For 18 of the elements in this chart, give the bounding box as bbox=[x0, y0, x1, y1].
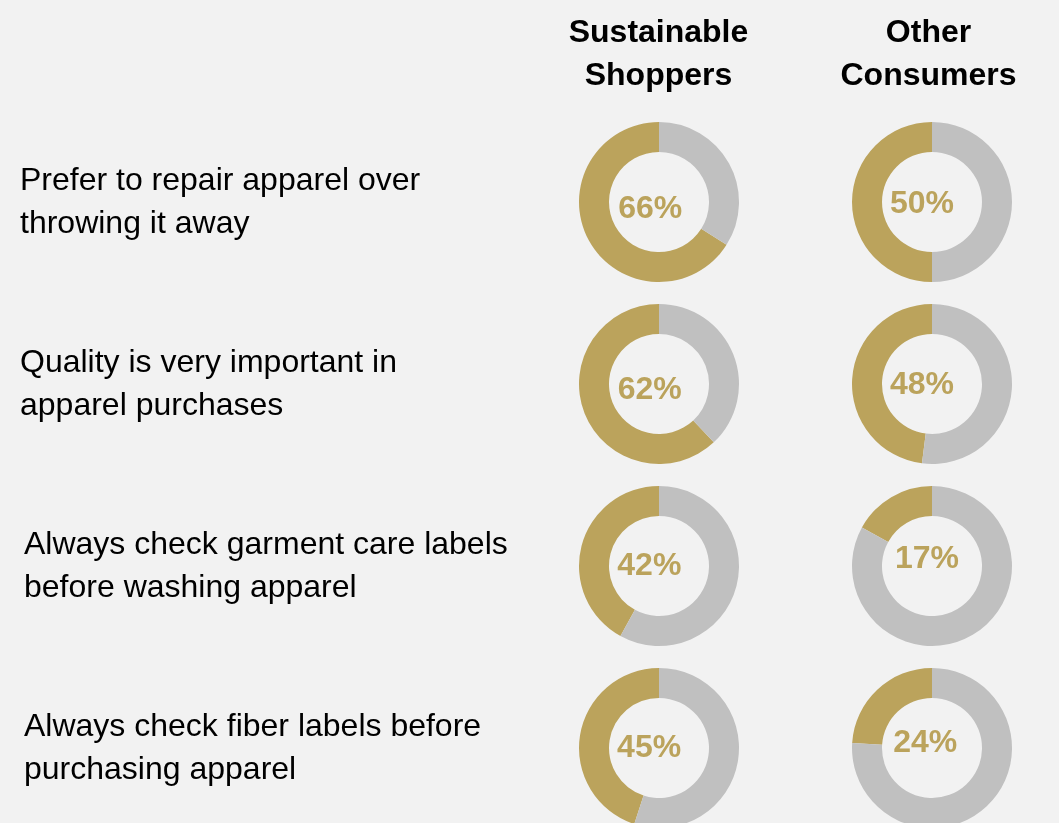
data-label: 62% bbox=[617, 369, 682, 406]
donut-slice bbox=[861, 486, 932, 542]
data-label: 45% bbox=[617, 728, 682, 765]
data-label: 50% bbox=[889, 184, 955, 220]
text: Sustainable Shoppers bbox=[567, 12, 750, 94]
text: Other Consumers bbox=[839, 12, 1018, 94]
text: Always check fiber labels before purchasing apparel bbox=[24, 706, 483, 788]
text: Always check garment care labels before washing apparel bbox=[24, 524, 509, 606]
data-label: 66% bbox=[618, 188, 683, 225]
data-label: 17% bbox=[894, 539, 959, 576]
data-label: 24% bbox=[893, 722, 958, 759]
donut-slice bbox=[579, 122, 727, 282]
data-label: 42% bbox=[617, 545, 682, 582]
donut-slice bbox=[579, 304, 714, 464]
donut-slice bbox=[852, 486, 1012, 646]
data-label: 48% bbox=[890, 365, 955, 402]
text: Quality is very important in apparel purchases bbox=[20, 342, 398, 424]
text: Prefer to repair apparel over throwing it away bbox=[20, 160, 422, 242]
